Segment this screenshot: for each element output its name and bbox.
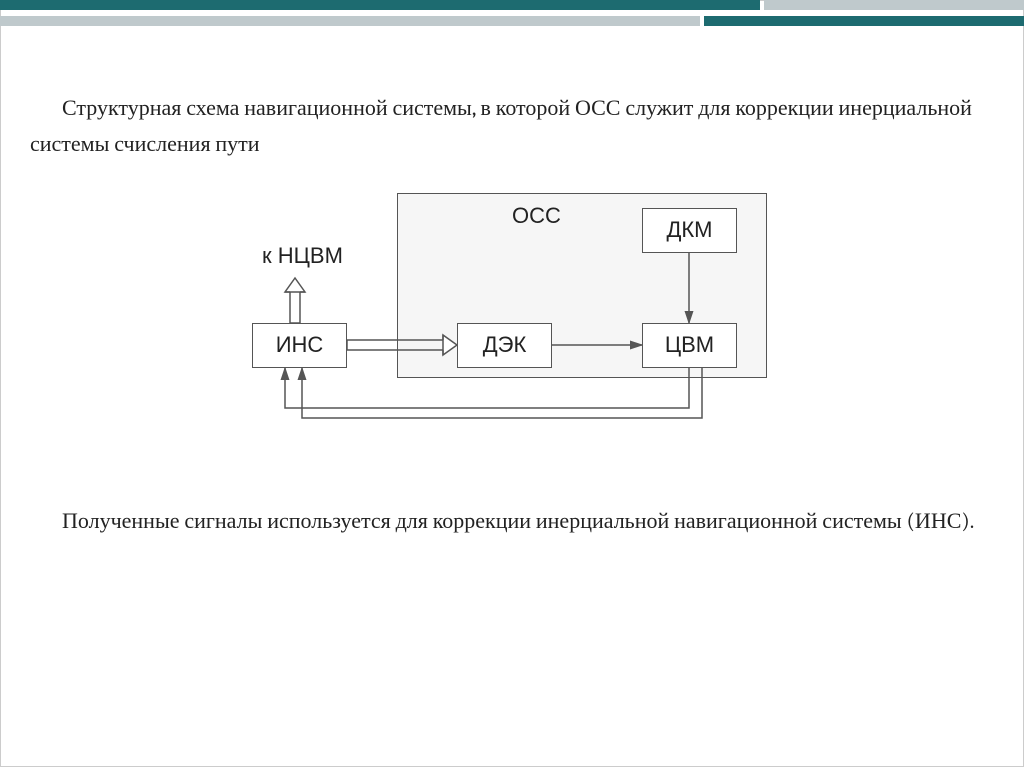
header-bar-segment (0, 0, 760, 10)
node-dek: ДЭК (457, 323, 552, 368)
header-bar-segment (764, 0, 1024, 10)
node-ins: ИНС (252, 323, 347, 368)
ncvm-label: к НЦВМ (262, 243, 343, 269)
intro-paragraph: Структурная схема навигационной системы,… (30, 90, 994, 163)
header-bar-segment (704, 16, 1024, 26)
header-bar-segment (0, 16, 700, 26)
flowchart-diagram: ОСС к НЦВМ ИНС ДЭК ЦВМ ДКМ (212, 183, 812, 443)
header-decoration (0, 0, 1024, 40)
occ-label: ОСС (512, 203, 561, 229)
node-cvm: ЦВМ (642, 323, 737, 368)
node-dkm: ДКМ (642, 208, 737, 253)
diagram-container: ОСС к НЦВМ ИНС ДЭК ЦВМ ДКМ (212, 183, 812, 443)
outro-paragraph: Полученные сигналы используется для корр… (30, 503, 994, 539)
slide-content: Структурная схема навигационной системы,… (30, 90, 994, 539)
